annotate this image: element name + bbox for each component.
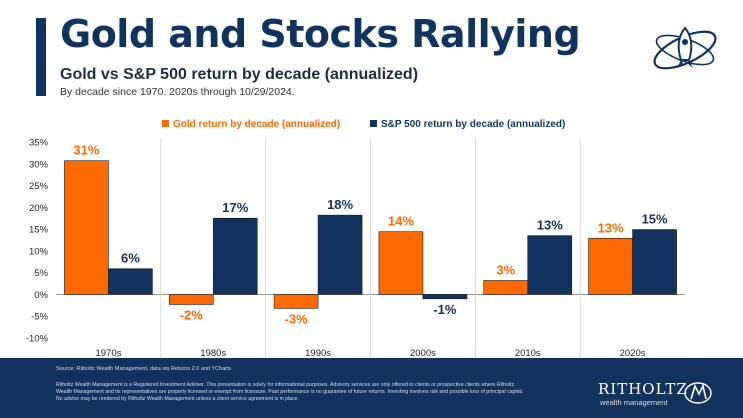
chart-note: By decade since 1970. 2020s through 10/2… [60,86,295,98]
bar-sp500-1970s [108,268,153,295]
data-labels: 31% 6% -2% 17% -3% 18% 14% -1% 3% 13% 13% 15% [73,143,668,327]
bar-sp500-1990s [317,214,363,295]
bar-gold-2020s [588,237,633,295]
data-label-gold: 3% [496,263,515,278]
x-tick-label: 1970s [95,348,121,358]
footer: Source: Ritholtz Wealth Management, data… [0,358,743,418]
y-tick-label: -10% [26,334,49,345]
source-note: Source: Ritholtz Wealth Management, data… [56,366,232,372]
x-tick-label: 2010s [515,348,541,358]
legend-label-gold: Gold return by decade (annualized) [173,119,340,130]
brand-name: RITHOLTZ [598,380,688,398]
y-tick-label: 30% [29,159,49,170]
x-tick-label: 1990s [305,348,331,358]
bar-gold-1990s [273,294,319,309]
data-label-sp500: 18% [327,197,353,212]
chart-subtitle: Gold vs S&P 500 return by decade (annual… [60,66,419,83]
bar-gold-2010s [483,280,529,295]
data-label-gold: -3% [285,311,309,326]
bar-sp500-2010s [527,235,573,295]
bar-sp500-2020s [632,229,677,295]
title-accent-bar [36,18,46,96]
chart-legend: Gold return by decade (annualized) S&P 50… [162,119,565,130]
legend-swatch-sp500 [370,120,377,127]
data-label-sp500: 15% [642,212,668,227]
bars [64,160,677,309]
legend-swatch-gold [162,120,169,127]
y-tick-label: 25% [29,181,49,192]
data-label-sp500: 13% [537,218,563,233]
y-axis: 35% 30% 25% 20% 15% 10% 5% 0% -5% -10% [26,138,685,358]
disclaimer-text: Ritholtz Wealth Management is a Register… [56,382,524,402]
data-label-sp500: -1% [433,302,457,317]
bar-sp500-1980s [212,217,258,295]
bar-gold-1980s [168,294,214,305]
y-tick-label: 5% [34,268,48,279]
data-label-sp500: 17% [222,200,248,215]
rocket-orbit-logo-icon [653,26,717,70]
data-label-gold: 14% [388,214,414,229]
rwm-monogram-icon [684,382,712,404]
y-tick-label: 35% [29,138,49,149]
y-tick-label: 20% [29,203,49,214]
data-label-gold: 13% [598,220,624,235]
legend-label-sp500: S&P 500 return by decade (annualized) [381,119,565,130]
bar-chart: Gold return by decade (annualized) S&P 50… [26,119,685,358]
data-label-gold: -2% [180,307,204,322]
data-label-sp500: 6% [121,251,140,266]
y-tick-label: -5% [31,312,48,323]
y-tick-label: 10% [29,246,49,257]
bar-sp500-2000s [422,294,468,300]
y-tick-label: 0% [34,290,48,301]
x-tick-label: 2000s [410,348,436,358]
data-label-gold: 31% [73,143,99,158]
x-axis: 1970s 1980s 1990s 2000s 2010s 2020s [95,348,645,358]
x-tick-label: 1980s [200,348,226,358]
brand-tagline: wealth management [600,398,668,407]
y-tick-label: 15% [29,225,49,236]
x-tick-label: 2020s [620,348,646,358]
page-title: Gold and Stocks Rallying [60,12,581,56]
bar-gold-1970s [64,160,109,295]
bar-gold-2000s [378,231,424,295]
